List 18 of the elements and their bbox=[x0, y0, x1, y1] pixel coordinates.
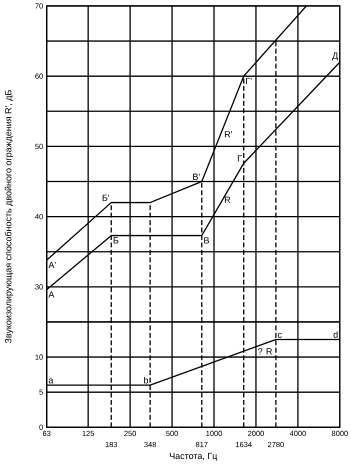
x-axis-title: Частота, Гц bbox=[170, 452, 217, 461]
annotation: Д bbox=[332, 52, 338, 60]
annotation: А bbox=[48, 291, 54, 298]
annotation: Г bbox=[238, 155, 242, 162]
annotation: Б bbox=[113, 237, 118, 244]
annotation: R bbox=[224, 196, 230, 203]
annotation: Б' bbox=[102, 194, 109, 201]
annotation: ? R bbox=[258, 348, 272, 354]
annotation: d bbox=[333, 331, 338, 338]
annotation: В bbox=[204, 237, 209, 244]
annotation: А' bbox=[48, 262, 56, 268]
annotation: c bbox=[278, 332, 282, 338]
annotation: В' bbox=[192, 174, 200, 180]
annotation: R' bbox=[224, 131, 232, 138]
annotation: Г' bbox=[246, 78, 252, 84]
y-axis-title: Звукоизолирующая способность двойного ограждения R', дБ bbox=[4, 90, 13, 344]
annotation: a bbox=[48, 378, 54, 384]
annotation: b bbox=[144, 376, 148, 384]
